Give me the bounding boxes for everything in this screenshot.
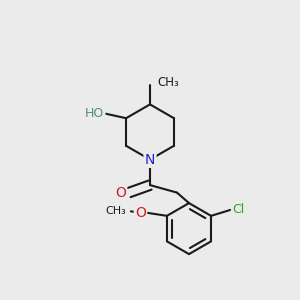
Text: O: O xyxy=(115,186,126,200)
Text: HO: HO xyxy=(85,107,104,120)
Text: O: O xyxy=(135,206,146,220)
Text: CH₃: CH₃ xyxy=(106,206,126,216)
Text: N: N xyxy=(145,153,155,166)
Text: Cl: Cl xyxy=(232,203,244,216)
Text: CH₃: CH₃ xyxy=(158,76,179,89)
